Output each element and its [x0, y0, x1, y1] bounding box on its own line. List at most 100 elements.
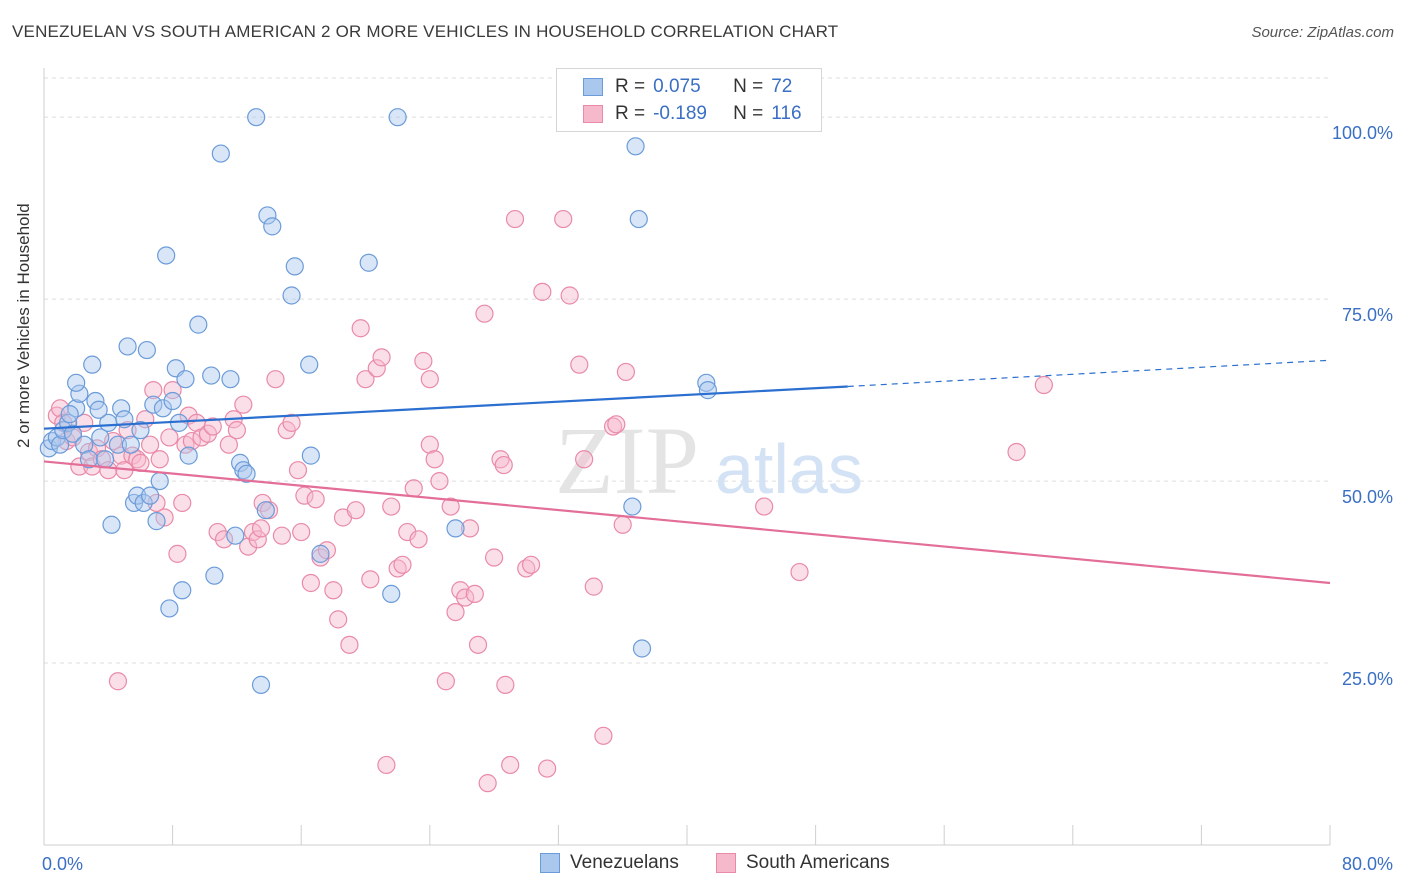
point-venezuelans [285, 257, 304, 276]
point-venezuelans [247, 108, 266, 127]
y-tick-label: 25.0% [1342, 669, 1393, 689]
point-south-americans [160, 428, 179, 447]
point-venezuelans [102, 515, 121, 534]
point-south-americans [393, 555, 412, 574]
point-south-americans [603, 417, 623, 436]
point-south-americans [288, 461, 308, 480]
point-south-americans [301, 573, 320, 593]
legend-r-label: R = [615, 103, 646, 124]
point-south-americans [282, 413, 301, 432]
point-venezuelans [263, 217, 282, 236]
bottom-legend-venezuelans: Venezuelans [540, 852, 679, 874]
point-venezuelans [60, 405, 79, 424]
point-venezuelans [147, 512, 166, 531]
legend-r-value: -0.189 [653, 103, 707, 124]
legend-r-value: 0.075 [653, 76, 701, 97]
point-south-americans [208, 522, 227, 542]
point-venezuelans [67, 373, 86, 392]
trend-line-venezuelans-extension [847, 359, 1331, 388]
point-south-americans [234, 395, 253, 414]
point-south-americans [575, 450, 594, 469]
point-venezuelans [79, 450, 99, 469]
point-venezuelans [89, 400, 108, 419]
point-venezuelans [140, 486, 160, 505]
y-tick-label: 100.0% [1332, 123, 1393, 143]
point-south-americans [430, 471, 449, 491]
point-south-americans [219, 435, 238, 454]
point-venezuelans [251, 675, 271, 694]
point-south-americans [340, 635, 359, 654]
y-axis-label-text: 2 or more Vehicles in Household [14, 203, 33, 448]
trend-lines [43, 359, 1331, 585]
point-venezuelans [95, 450, 115, 469]
point-south-americans [475, 304, 494, 323]
bottom-legend-south-americans: South Americans [716, 852, 890, 874]
point-venezuelans [131, 421, 150, 440]
point-south-americans [272, 526, 292, 545]
point-south-americans [584, 577, 603, 596]
point-south-americans [140, 435, 160, 454]
point-south-americans [1007, 442, 1026, 462]
point-south-americans [441, 497, 460, 516]
point-venezuelans [134, 493, 153, 513]
point-south-americans [607, 415, 626, 434]
point-venezuelans [91, 428, 110, 447]
point-south-americans [755, 497, 774, 516]
point-venezuelans [698, 381, 717, 400]
point-south-americans [50, 399, 70, 418]
point-south-americans [118, 421, 137, 440]
point-south-americans [398, 522, 417, 542]
legend-row-south-americans: R = -0.189 N = 116 [583, 101, 802, 127]
point-south-americans [594, 726, 613, 745]
point-venezuelans [629, 209, 648, 229]
legend-n-label: N = [733, 103, 764, 124]
point-south-americans [420, 370, 439, 389]
point-south-americans [346, 501, 365, 520]
point-south-americans [409, 530, 428, 549]
data-points [39, 108, 1053, 793]
point-south-americans [351, 319, 370, 338]
point-venezuelans [211, 144, 230, 163]
point-venezuelans [237, 464, 256, 483]
legend-n-label: N = [733, 76, 764, 97]
y-tick-label: 75.0% [1342, 305, 1393, 325]
point-south-americans [494, 455, 513, 475]
point-venezuelans [202, 366, 221, 385]
chart-title: VENEZUELAN VS SOUTH AMERICAN 2 OR MORE V… [12, 22, 839, 41]
point-venezuelans [112, 399, 131, 418]
x-tick-label: 0.0% [42, 854, 83, 874]
point-venezuelans [173, 581, 192, 600]
point-venezuelans [75, 435, 94, 454]
point-venezuelans [179, 446, 198, 465]
point-south-americans [292, 522, 311, 542]
bottom-legend-label: South Americans [746, 852, 890, 873]
point-south-americans [150, 450, 169, 469]
tick-labels: 25.0% 50.0% 75.0% 100.0% 0.0% 80.0% [42, 123, 1393, 874]
point-south-americans [616, 362, 636, 382]
point-south-americans [468, 635, 488, 654]
point-south-americans [505, 209, 525, 229]
legend-swatch-blue [583, 78, 603, 96]
point-venezuelans [300, 355, 319, 374]
point-venezuelans [118, 337, 137, 356]
point-venezuelans [50, 435, 70, 454]
point-south-americans [456, 588, 475, 607]
point-venezuelans [382, 584, 401, 604]
point-south-americans [554, 209, 573, 229]
point-venezuelans [128, 486, 147, 505]
point-venezuelans [108, 435, 128, 454]
bottom-legend-swatch-pink [716, 853, 736, 873]
point-south-americans [173, 493, 192, 513]
watermark-atlas: atlas [715, 430, 863, 508]
point-south-americans [108, 672, 128, 691]
point-south-americans [214, 530, 234, 549]
point-south-americans [478, 774, 497, 793]
point-venezuelans [301, 446, 320, 465]
bottom-legend-swatch-blue [540, 853, 560, 873]
point-venezuelans [83, 355, 102, 374]
watermark-zip: ZIP [555, 407, 699, 514]
point-south-americans [496, 675, 515, 694]
point-venezuelans [632, 639, 652, 658]
point-south-americans [501, 755, 520, 775]
